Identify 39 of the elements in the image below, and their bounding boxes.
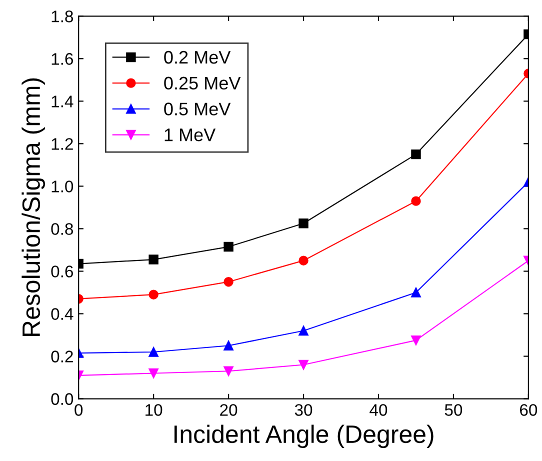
point [148,347,158,357]
legend-label: 0.5 MeV [164,102,231,116]
x-tick-label: 30 [294,404,312,416]
legend-label: 0.25 MeV [164,76,241,90]
y-tick-label: 0.8 [51,223,74,235]
point [298,326,308,336]
x-tick-label: 20 [220,404,238,416]
legend-label: 1 MeV [164,128,216,142]
point [148,368,158,378]
y-axis-title: Resolution/Sigma (mm) [22,78,46,336]
y-tick-label: 1.0 [52,180,74,192]
legend-label: 0.2 MeV [164,50,231,64]
point [411,335,421,346]
x-tick-label: 50 [444,404,462,416]
point [298,218,308,228]
point [298,256,308,266]
point [224,340,234,350]
y-tick-label: 0.0 [51,393,74,405]
x-tick-label: 0 [74,404,83,416]
point [148,290,158,300]
point [224,276,234,287]
y-tick-label: 0.4 [51,308,74,320]
x-tick-label: 10 [146,404,162,416]
point [411,288,421,298]
y-tick-label: 1.8 [52,10,74,22]
y-tick-label: 1.6 [52,53,73,65]
point [411,196,421,206]
x-axis-title: Incident Angle (Degree) [174,424,434,448]
x-tick-label: 60 [520,404,538,416]
point [298,360,308,370]
y-tick-label: 0.2 [51,350,73,362]
y-tick-label: 1.2 [52,138,73,150]
y-tick-label: 1.4 [52,96,74,108]
point [224,366,234,376]
point [411,149,421,160]
x-tick-label: 40 [370,404,388,416]
point [224,242,234,252]
point [148,254,158,264]
y-tick-label: 0.6 [51,266,73,278]
